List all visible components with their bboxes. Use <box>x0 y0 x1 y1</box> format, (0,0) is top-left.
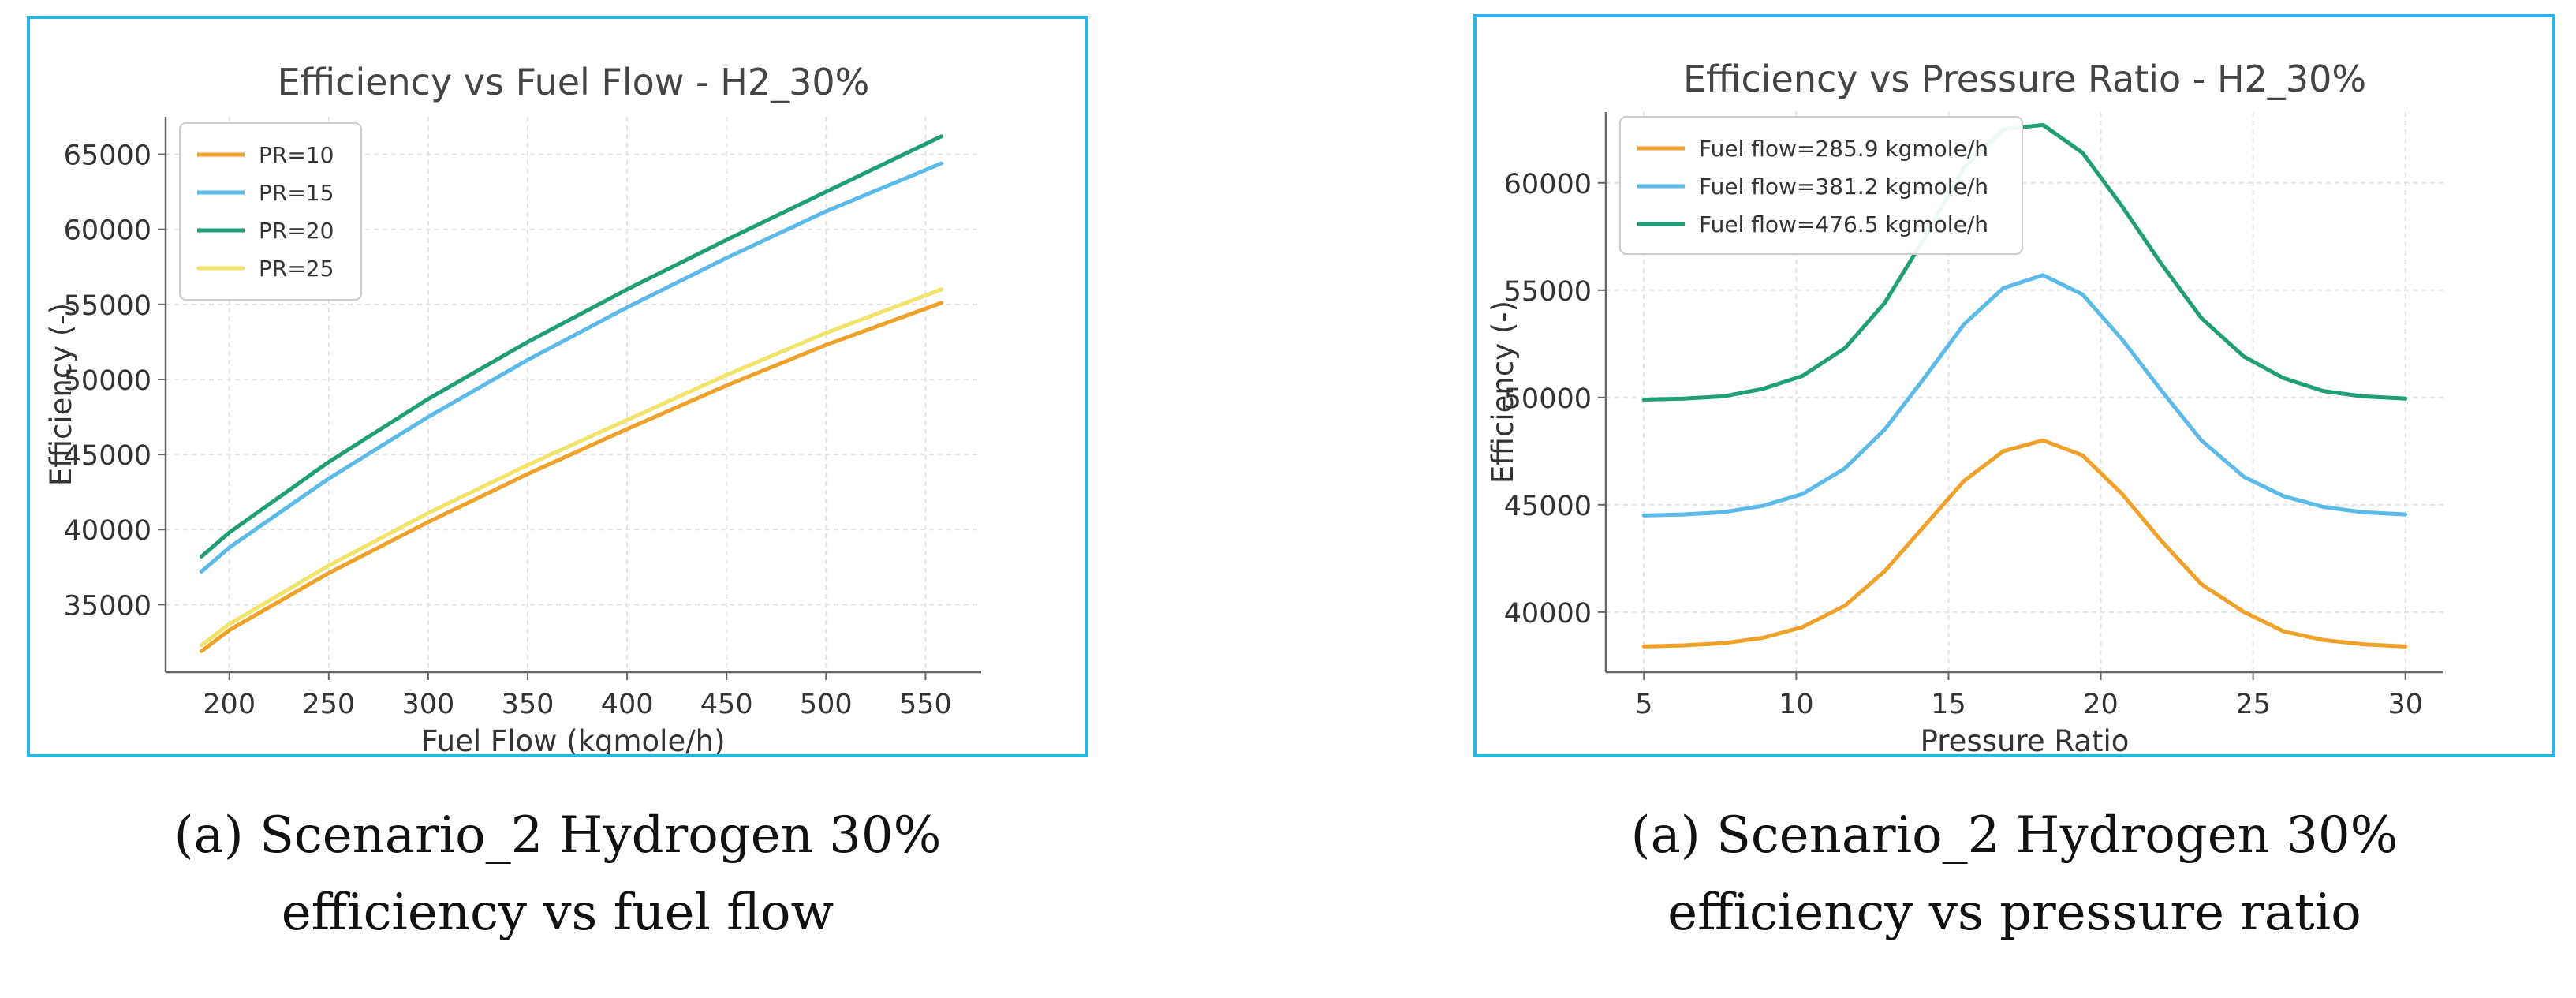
chart-efficiency-vs-fuel-flow: 200 250 300 350 400 450 500 550 35000 40000 45000 5… <box>44 61 981 754</box>
y-axis-label: Efficiency (-) <box>1486 301 1520 484</box>
x-tick-label: 30 <box>2387 689 2423 720</box>
legend-label: Fuel flow=381.2 kgmole/h <box>1699 174 1988 200</box>
series-line <box>1641 122 2408 402</box>
x-tick-label: 5 <box>1635 689 1652 720</box>
legend: Fuel flow=285.9 kgmole/h Fuel flow=381.2 … <box>1619 116 2023 255</box>
legend-label: PR=20 <box>259 218 334 244</box>
x-tick-label: 350 <box>502 689 554 720</box>
x-tick-label: 10 <box>1779 689 1814 720</box>
y-tick-label: 45000 <box>64 440 151 472</box>
y-tick-label: 35000 <box>64 590 151 622</box>
x-tick-label: 400 <box>601 689 654 720</box>
x-tick-label: 20 <box>2083 689 2119 720</box>
x-axis-label: Pressure Ratio <box>1921 724 2130 754</box>
legend-label: PR=25 <box>259 256 334 282</box>
y-tick-label: 40000 <box>1504 598 1592 630</box>
x-tick-label: 500 <box>800 689 853 720</box>
legend-label: Fuel flow=285.9 kgmole/h <box>1699 136 1988 162</box>
legend-box <box>1619 116 2023 255</box>
y-tick-label: 65000 <box>64 140 151 172</box>
y-tick-label: 45000 <box>1504 491 1592 522</box>
series-line <box>199 161 944 574</box>
series-line <box>199 134 944 559</box>
figure-caption-left: (a) Scenario_2 Hydrogen 30% efficiency v… <box>27 797 1088 951</box>
caption-line-1: (a) Scenario_2 Hydrogen 30% <box>1630 806 2399 865</box>
chart-title: Efficiency vs Fuel Flow - H2_30% <box>278 61 870 103</box>
y-tick-label: 50000 <box>64 365 151 397</box>
y-tick-label: 60000 <box>64 215 151 247</box>
series-line <box>1641 273 2408 518</box>
series-line <box>199 301 944 653</box>
legend-label: PR=10 <box>259 142 334 168</box>
chart-title: Efficiency vs Pressure Ratio - H2_30% <box>1683 58 2366 100</box>
x-tick-label: 25 <box>2235 689 2271 720</box>
y-tick-label: 55000 <box>64 290 151 322</box>
chart-panel-left: 200 250 300 350 400 450 500 550 35000 40000 45000 5… <box>27 16 1088 757</box>
x-axis-label: Fuel Flow (kgmole/h) <box>421 724 725 754</box>
series-line <box>1641 438 2408 649</box>
legend-label: Fuel flow=476.5 kgmole/h <box>1699 211 1988 237</box>
chart-panel-right: 5 10 15 20 25 30 40000 45000 50000 55000 60000 Effi… <box>1473 14 2555 757</box>
y-tick-label: 40000 <box>64 515 151 547</box>
y-tick-label: 55000 <box>1504 276 1592 308</box>
caption-line-2: efficiency vs fuel flow <box>281 884 834 942</box>
legend-box <box>179 122 362 301</box>
legend: PR=10 PR=15 PR=20 PR=25 <box>179 122 362 301</box>
x-tick-label: 15 <box>1931 689 1966 720</box>
series-line <box>199 287 944 648</box>
x-tick-label: 250 <box>302 689 355 720</box>
figure-caption-right: (a) Scenario_2 Hydrogen 30% efficiency v… <box>1473 797 2555 951</box>
y-axis-label: Efficiency (-) <box>44 303 78 486</box>
y-tick-label: 60000 <box>1504 169 1592 200</box>
x-tick-label: 550 <box>899 689 952 720</box>
legend-label: PR=15 <box>259 180 334 206</box>
y-tick-label: 50000 <box>1504 383 1592 415</box>
x-tick-label: 300 <box>401 689 454 720</box>
x-tick-label: 450 <box>700 689 753 720</box>
caption-line-1: (a) Scenario_2 Hydrogen 30% <box>174 806 942 865</box>
x-tick-label: 200 <box>203 689 256 720</box>
caption-line-2: efficiency vs pressure ratio <box>1667 884 2361 942</box>
chart-efficiency-vs-pressure-ratio: 5 10 15 20 25 30 40000 45000 50000 55000 60000 Effi… <box>1486 58 2443 754</box>
